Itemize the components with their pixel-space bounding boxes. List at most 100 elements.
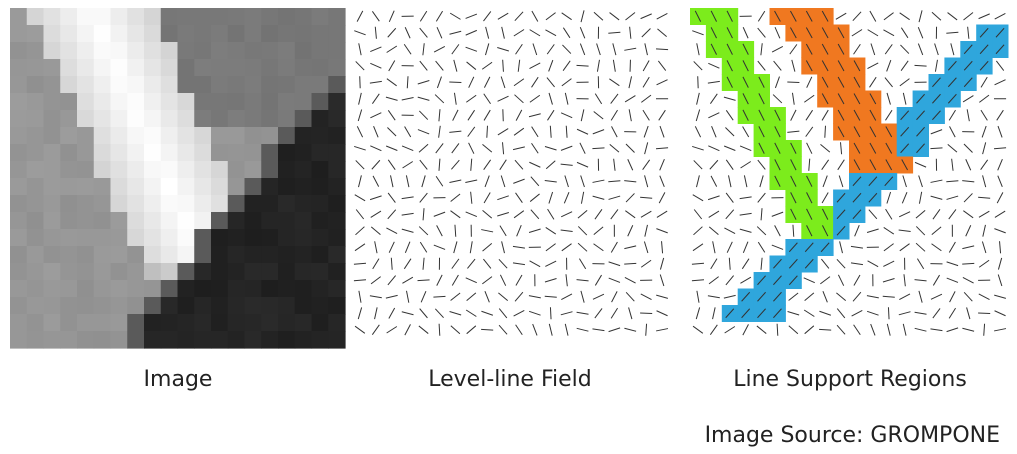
pixel [161, 93, 178, 111]
level-line [772, 245, 783, 249]
pixel [94, 76, 111, 94]
level-line [391, 258, 392, 270]
pixel [60, 93, 77, 111]
level-line [529, 114, 541, 117]
pixel [312, 161, 329, 179]
pixel [328, 297, 345, 315]
pixel [44, 76, 61, 94]
pixel [312, 25, 329, 43]
level-line [641, 95, 651, 102]
pixel [144, 229, 161, 247]
level-line [566, 274, 567, 286]
level-line [836, 13, 846, 19]
level-line [402, 213, 414, 215]
level-line [370, 81, 382, 83]
pixel [10, 76, 27, 94]
level-line [854, 325, 861, 335]
level-line [370, 47, 381, 52]
level-line [629, 76, 632, 88]
level-line [885, 44, 892, 54]
pixel [211, 76, 228, 94]
level-line [484, 160, 491, 170]
level-line [421, 291, 426, 302]
level-line [486, 27, 489, 39]
level-line [930, 329, 942, 331]
level-line [641, 294, 652, 300]
pixel [10, 263, 27, 281]
pixel [312, 76, 329, 94]
level-line [613, 60, 615, 72]
level-line [899, 230, 911, 232]
level-line [775, 77, 779, 88]
level-line [995, 13, 1006, 19]
pixel [144, 59, 161, 77]
level-line [387, 79, 397, 86]
pixel [111, 229, 128, 247]
pixel [194, 127, 211, 145]
level-line [820, 144, 829, 152]
level-line [852, 30, 862, 36]
pixel [94, 314, 111, 332]
pixel [228, 212, 245, 230]
level-line [499, 325, 507, 334]
pixel [27, 331, 44, 349]
level-line [757, 227, 766, 235]
level-line [793, 225, 794, 237]
level-line [624, 48, 636, 50]
pixel [245, 331, 262, 349]
pixel [10, 297, 27, 315]
pixel [178, 297, 195, 315]
caption: Image [144, 367, 213, 392]
level-line [998, 126, 1002, 137]
level-line [355, 227, 364, 235]
level-line [467, 326, 476, 334]
pixel [161, 76, 178, 94]
level-line [577, 328, 589, 331]
pixel [10, 144, 27, 162]
level-line [660, 176, 665, 187]
level-line [484, 94, 491, 104]
pixel [10, 178, 27, 196]
level-line [469, 77, 474, 88]
pixel [111, 263, 128, 281]
pixel [194, 144, 211, 162]
pixel [194, 42, 211, 60]
level-line [657, 211, 667, 217]
pixel [211, 178, 228, 196]
pixel [295, 263, 312, 281]
pixel [245, 59, 262, 77]
level-line [726, 210, 734, 219]
pixel [228, 144, 245, 162]
level-line [692, 146, 704, 150]
level-line [809, 159, 810, 171]
level-line [790, 44, 797, 54]
level-line [660, 159, 665, 170]
pixel [194, 76, 211, 94]
level-line [611, 242, 617, 252]
level-line [513, 179, 524, 183]
pixel [312, 263, 329, 281]
level-line [386, 228, 397, 234]
level-line [518, 60, 519, 72]
level-line [577, 162, 588, 167]
pixel [127, 144, 144, 162]
level-line [787, 131, 799, 132]
level-line [660, 126, 664, 137]
level-line [870, 77, 877, 87]
pixel [211, 42, 228, 60]
level-line [418, 280, 430, 281]
level-line [529, 229, 541, 233]
pixel [94, 25, 111, 43]
level-line [713, 307, 716, 319]
pixel [60, 229, 77, 247]
level-line [581, 10, 584, 22]
pixel [211, 127, 228, 145]
pixel [10, 212, 27, 230]
pixel [312, 93, 329, 111]
level-line [915, 312, 927, 314]
level-line [532, 77, 539, 87]
level-line [883, 30, 894, 36]
pixel [44, 314, 61, 332]
level-line [712, 126, 717, 137]
level-line [981, 160, 988, 170]
